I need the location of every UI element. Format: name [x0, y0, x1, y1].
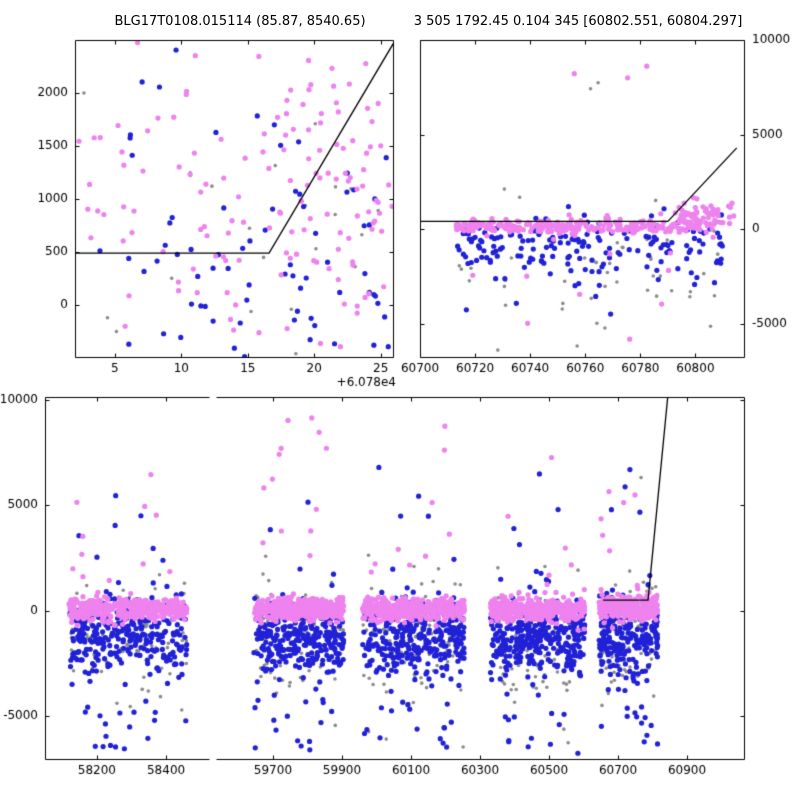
figure-title-right: 3 505 1792.45 0.104 345 [60802.551, 6080…	[413, 14, 743, 29]
figure-title-left: BLG17T0108.015114 (85.87, 8540.65)	[114, 14, 366, 29]
